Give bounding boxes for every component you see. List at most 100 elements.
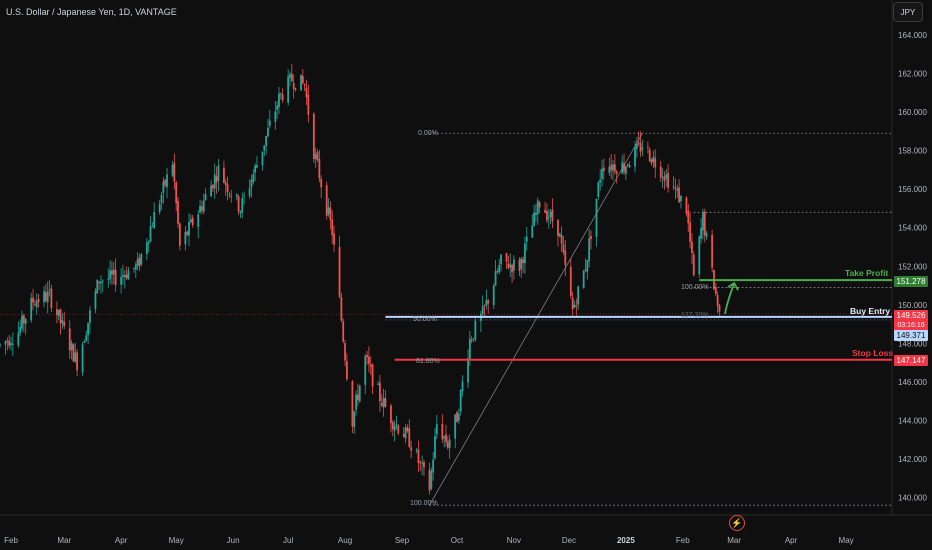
lightning-icon[interactable]: ⚡ (729, 515, 745, 531)
candle-body (615, 171, 618, 174)
projection-arrow-head (727, 281, 739, 291)
candle-body (391, 422, 394, 430)
candle-body (32, 297, 34, 303)
candle-body (248, 188, 251, 196)
candle-body (623, 163, 625, 172)
candle-body (571, 297, 574, 310)
x-tick-label: 2025 (617, 536, 635, 545)
stop-loss-label[interactable]: Stop Loss (852, 348, 894, 358)
candle-body (76, 352, 78, 371)
candle-body (164, 179, 167, 186)
candle-body (4, 341, 7, 345)
candle-body (456, 412, 458, 423)
candle-body (612, 164, 614, 171)
fib-label-100: 100.00% (410, 500, 438, 507)
candle-body (74, 352, 77, 362)
candle-body (140, 253, 143, 265)
candle-body (432, 459, 435, 473)
candle-body (43, 291, 45, 303)
candle-body (716, 295, 719, 306)
candle-body (200, 206, 203, 211)
symbol-title[interactable]: U.S. Dollar / Japanese Yen, 1D, VANTAGE (6, 7, 177, 17)
candle-body (300, 74, 302, 91)
candle-body (454, 414, 457, 439)
candle-body (290, 73, 293, 82)
x-tick-label: Aug (338, 536, 352, 545)
candle-body (224, 182, 227, 185)
candle-body (175, 182, 178, 204)
candle-body (646, 146, 649, 148)
candle-body (672, 186, 675, 188)
candle-body (107, 278, 110, 280)
candle-body (147, 241, 150, 244)
candle-body (377, 384, 379, 385)
candle-body (368, 356, 370, 365)
candle-body (481, 306, 484, 315)
y-tick-label: 160.000 (898, 108, 927, 117)
candle-body (235, 194, 238, 197)
candle-body (700, 228, 703, 239)
candle-body (24, 318, 27, 324)
candle-body (648, 149, 651, 162)
take-profit-label[interactable]: Take Profit (845, 268, 889, 278)
candle-body (384, 398, 387, 407)
candle-body (44, 292, 47, 302)
candle-body (443, 436, 446, 439)
candle-body (68, 328, 71, 351)
candle-body (613, 164, 616, 172)
candle-body (329, 207, 332, 220)
candles (0, 63, 721, 495)
candle-body (513, 259, 515, 271)
candle-body (11, 343, 14, 345)
fib-label-0: 0.00% (418, 130, 438, 137)
x-tick-label: Nov (507, 536, 521, 545)
candle-body (19, 327, 22, 334)
candle-body (331, 219, 334, 236)
candle-body (35, 301, 38, 308)
x-tick-label: Jul (283, 536, 293, 545)
candle-body (520, 258, 523, 270)
candle-body (665, 174, 668, 179)
candle-body (692, 254, 695, 276)
buy-entry-price-tag: 149.371 (894, 330, 928, 341)
candle-body (582, 270, 585, 289)
candle-body (138, 257, 141, 267)
candle-body (494, 270, 497, 286)
candle-body (468, 338, 471, 360)
candle-body (10, 343, 12, 346)
x-tick-label: May (169, 536, 184, 545)
candle-body (256, 164, 258, 168)
candle-body (610, 164, 613, 171)
candle-body (344, 343, 346, 361)
countdown-tag: 03:16:16 (894, 320, 928, 331)
candle-body (390, 405, 392, 424)
candle-body (279, 93, 282, 95)
candle-body (89, 310, 91, 323)
candle-body (408, 428, 411, 447)
candle-body (628, 165, 631, 168)
candle-body (177, 200, 179, 224)
candle-body (197, 214, 200, 228)
candle-body (312, 113, 315, 160)
x-tick-label: Feb (4, 536, 18, 545)
projection-arrow-shaft (724, 282, 735, 315)
candle-body (274, 111, 277, 122)
candle-body (415, 449, 418, 452)
candle-body (178, 223, 181, 246)
x-tick-label: Apr (115, 536, 128, 545)
candle-body (318, 159, 321, 179)
candle-body (524, 243, 526, 264)
buy-entry-label[interactable]: Buy Entry (850, 306, 891, 316)
candle-body (536, 200, 539, 215)
candle-body (250, 180, 253, 188)
currency-button[interactable]: JPY (893, 2, 923, 22)
candle-body (474, 320, 477, 340)
candle-body (410, 447, 413, 451)
candle-body (371, 364, 374, 387)
candle-body (149, 226, 152, 242)
candle-body (448, 439, 451, 448)
candle-body (650, 159, 653, 164)
candle-body (213, 174, 216, 189)
candle-body (674, 187, 677, 189)
